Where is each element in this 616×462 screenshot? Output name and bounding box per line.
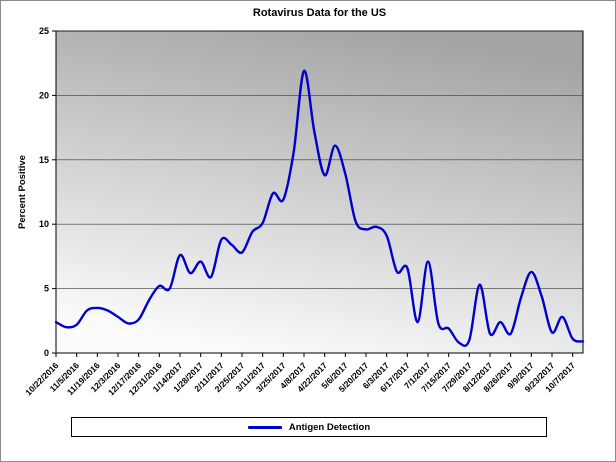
legend: Antigen Detection [71,417,547,437]
legend-line-sample-icon [247,425,282,429]
svg-text:5: 5 [44,284,49,294]
svg-text:10: 10 [39,219,49,229]
legend-series-label: Antigen Detection [288,421,371,433]
svg-text:0: 0 [44,348,49,358]
chart-title: Rotavirus Data for the US [252,7,387,19]
svg-text:15: 15 [39,155,49,165]
svg-text:25: 25 [39,26,49,36]
svg-text:20: 20 [39,90,49,100]
